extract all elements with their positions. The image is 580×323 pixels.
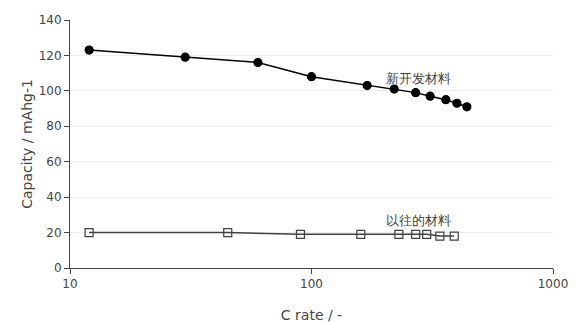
svg-text:C rate / -: C rate / - (281, 307, 342, 323)
svg-text:140: 140 (39, 13, 62, 27)
svg-text:0: 0 (54, 261, 62, 275)
svg-text:100: 100 (39, 84, 62, 98)
svg-text:Capacity / mAhg-1: Capacity / mAhg-1 (19, 79, 35, 209)
svg-text:80: 80 (46, 119, 61, 133)
svg-text:20: 20 (46, 226, 61, 240)
svg-text:120: 120 (39, 49, 62, 63)
svg-text:新开发材料: 新开发材料 (386, 71, 451, 86)
svg-text:10: 10 (62, 277, 77, 291)
svg-text:以往的材料: 以往的材料 (386, 213, 451, 228)
svg-text:1000: 1000 (538, 277, 569, 291)
svg-text:40: 40 (46, 190, 61, 204)
svg-text:100: 100 (300, 277, 323, 291)
svg-text:60: 60 (46, 155, 61, 169)
